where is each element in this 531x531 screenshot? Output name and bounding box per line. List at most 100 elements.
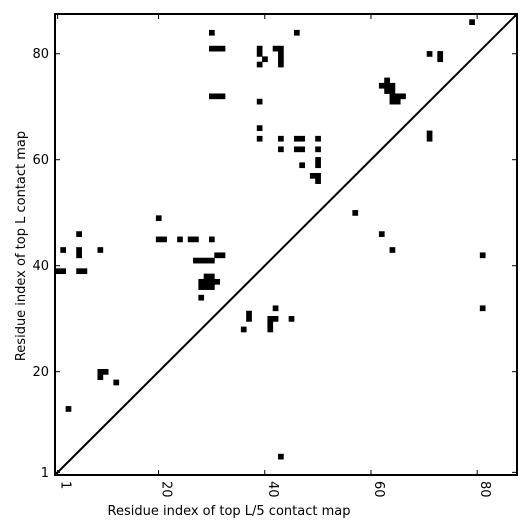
contact-cell-upper: [219, 93, 226, 100]
contact-cell-upper: [437, 56, 444, 63]
contact-cell-upper: [55, 268, 61, 275]
contact-cell-lower: [267, 316, 274, 322]
contact-cell-upper: [256, 51, 263, 57]
contact-cell-upper: [177, 236, 183, 243]
contact-cell-upper: [309, 172, 316, 179]
contact-cell-upper: [209, 29, 215, 36]
contact-cell-lower: [97, 369, 104, 375]
contact-cell-upper: [315, 178, 321, 184]
contact-cell-upper: [256, 98, 263, 105]
contact-cells: [55, 19, 486, 460]
contact-cell-upper: [278, 146, 284, 153]
contact-cell-upper: [76, 247, 82, 253]
contact-cell-upper: [384, 82, 390, 89]
contact-cell-upper: [209, 236, 215, 243]
contact-cell-upper: [155, 236, 162, 243]
contact-cell-upper: [278, 45, 284, 52]
y-tick-label: 60: [32, 153, 49, 168]
contact-cell-lower: [479, 305, 486, 312]
contact-cell-upper: [469, 19, 475, 25]
x-tick-label: 40: [265, 481, 280, 498]
contact-cell-lower: [65, 406, 72, 412]
contact-cell-lower: [240, 326, 247, 333]
contact-cell-upper: [256, 125, 263, 131]
contact-cell-upper: [214, 93, 221, 100]
contact-cell-lower: [389, 247, 396, 253]
contact-cell-upper: [389, 82, 396, 89]
contact-cell-upper: [315, 157, 321, 163]
contact-cell-upper: [256, 45, 263, 52]
axis-ticks: 1 20 40 60 80 1 20 40 60 80: [32, 14, 517, 498]
contact-cell-lower: [267, 321, 274, 328]
contact-cell-lower: [102, 369, 109, 375]
contact-cell-upper: [400, 93, 406, 100]
contact-cell-upper: [426, 51, 433, 57]
contact-cell-upper: [256, 61, 263, 68]
contact-cell-upper: [60, 247, 67, 253]
diagonal-line: [54, 13, 518, 476]
contact-cell-upper: [426, 135, 433, 142]
contact-cell-upper: [198, 257, 205, 264]
contact-cell-upper: [198, 278, 205, 285]
contact-cell-upper: [394, 93, 401, 100]
x-tick-label: 60: [371, 481, 386, 498]
contact-cell-upper: [187, 236, 194, 243]
contact-cell-lower: [97, 374, 104, 381]
contact-cell-upper: [315, 172, 321, 179]
contact-cell-upper: [219, 45, 226, 52]
contact-cell-upper: [272, 45, 279, 52]
x-tick-label: 1: [58, 481, 73, 489]
contact-cell-upper: [214, 278, 221, 285]
contact-cell-upper: [299, 162, 305, 169]
contact-cell-lower: [272, 305, 279, 312]
contact-cell-upper: [81, 268, 88, 275]
contact-cell-lower: [246, 310, 252, 317]
contact-cell-upper: [209, 284, 215, 290]
contact-cell-upper: [209, 93, 215, 100]
contact-cell-upper: [203, 284, 210, 290]
contact-cell-upper: [209, 257, 215, 264]
contact-cell-lower: [246, 316, 252, 322]
contact-cell-upper: [198, 284, 205, 290]
contact-cell-lower: [378, 231, 385, 237]
contact-cell-upper: [315, 162, 321, 169]
contact-cell-lower: [278, 453, 284, 460]
x-tick-label: 80: [477, 481, 492, 498]
contact-cell-upper: [219, 252, 226, 259]
contact-cell-upper: [76, 231, 82, 237]
contact-cell-upper: [203, 278, 210, 285]
contact-cell-upper: [209, 45, 215, 52]
contact-cell-upper: [437, 51, 444, 57]
contact-cell-upper: [203, 257, 210, 264]
contact-cell-upper: [97, 247, 104, 253]
contact-cell-upper: [155, 215, 162, 222]
contact-cell-lower: [267, 326, 274, 333]
contact-cell-upper: [384, 88, 390, 94]
contact-cell-upper: [378, 82, 385, 89]
contact-cell-upper: [209, 278, 215, 285]
contact-cell-upper: [389, 93, 396, 100]
contact-cell-upper: [394, 98, 401, 105]
contact-cell-upper: [203, 273, 210, 280]
y-axis-label: Residue index of top L contact map: [14, 131, 29, 361]
contact-cell-upper: [293, 146, 300, 153]
contact-cell-upper: [198, 294, 205, 301]
plot-frame: [54, 13, 518, 476]
contact-cell-lower: [272, 316, 279, 322]
contact-cell-upper: [161, 236, 167, 243]
contact-cell-upper: [389, 88, 396, 94]
contact-cell-upper: [299, 135, 305, 142]
contact-cell-upper: [262, 56, 268, 63]
y-tick-label: 80: [32, 47, 49, 62]
contact-cell-upper: [293, 29, 300, 36]
contact-cell-upper: [60, 268, 67, 275]
contact-cell-lower: [352, 210, 359, 216]
contact-cell-upper: [278, 61, 284, 68]
contact-cell-upper: [299, 146, 305, 153]
contact-cell-upper: [76, 252, 82, 259]
contact-cell-lower: [113, 379, 120, 386]
contact-cell-upper: [315, 146, 321, 153]
contact-cell-lower: [288, 316, 295, 322]
x-tick-label: 20: [159, 481, 174, 498]
